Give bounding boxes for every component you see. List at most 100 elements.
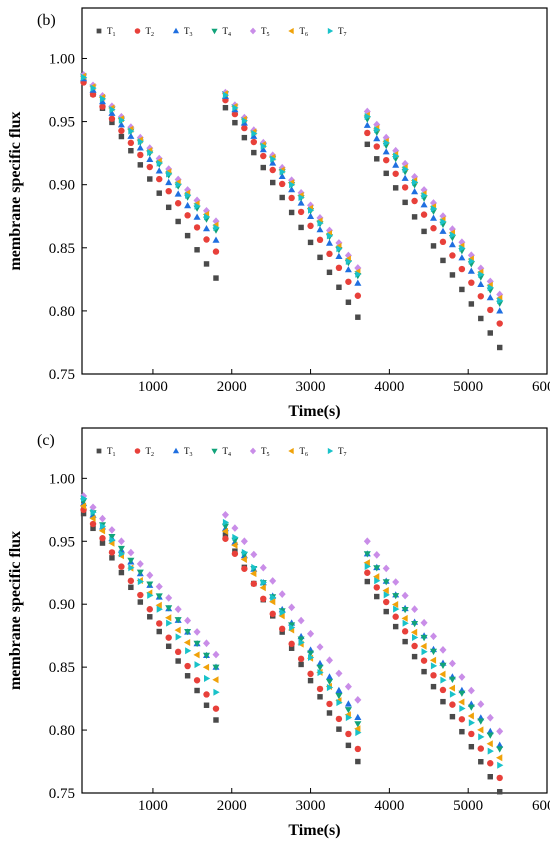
- data-point: [316, 685, 324, 693]
- data-point: [430, 225, 437, 232]
- data-point: [174, 626, 181, 634]
- data-point: [269, 610, 276, 618]
- data-point: [90, 508, 97, 516]
- data-point: [364, 113, 371, 121]
- data-point: [203, 225, 210, 232]
- data-point: [355, 270, 362, 278]
- data-point: [496, 320, 503, 327]
- x-tick-label: 6000: [532, 798, 550, 814]
- data-point: [203, 691, 210, 698]
- data-point: [440, 676, 447, 684]
- data-point: [382, 579, 390, 586]
- data-point: [393, 152, 400, 160]
- data-point: [307, 239, 314, 246]
- data-point: [118, 127, 125, 134]
- legend-marker: [288, 27, 294, 35]
- data-point: [468, 719, 475, 727]
- data-point: [204, 213, 211, 221]
- series-T7: [81, 73, 504, 305]
- data-point: [118, 569, 125, 576]
- legend-label: T4: [223, 446, 232, 458]
- data-point: [363, 121, 371, 128]
- data-point: [392, 601, 399, 608]
- data-point: [421, 668, 427, 675]
- data-point: [373, 573, 380, 581]
- data-point: [477, 293, 484, 300]
- data-point: [194, 247, 200, 253]
- legend-label: T7: [338, 446, 347, 458]
- data-point: [316, 659, 324, 667]
- data-point: [468, 279, 475, 286]
- data-point: [383, 598, 390, 606]
- data-point: [99, 514, 106, 523]
- data-point: [354, 696, 362, 704]
- data-point: [439, 670, 446, 678]
- data-point: [355, 758, 361, 765]
- data-point: [496, 727, 504, 736]
- data-point: [336, 726, 342, 732]
- data-point: [165, 614, 172, 622]
- data-point: [137, 578, 144, 586]
- data-point: [289, 181, 296, 189]
- data-point: [297, 636, 305, 643]
- data-point: [478, 758, 484, 765]
- data-point: [156, 175, 163, 183]
- data-point: [241, 124, 248, 132]
- data-point: [439, 227, 447, 234]
- data-point: [412, 634, 419, 641]
- data-point: [496, 789, 503, 795]
- data-point: [401, 174, 409, 181]
- data-point: [98, 527, 106, 535]
- data-point: [420, 657, 428, 664]
- data-point: [269, 159, 277, 166]
- data-point: [497, 761, 504, 769]
- data-point: [373, 134, 381, 142]
- data-point: [364, 569, 371, 576]
- y-tick-label: 0.75: [49, 786, 75, 802]
- data-point: [411, 197, 418, 205]
- data-point: [136, 133, 144, 142]
- data-point: [127, 557, 135, 564]
- data-point: [259, 584, 266, 592]
- data-point: [240, 537, 248, 546]
- data-point: [260, 578, 267, 586]
- legend-label: T2: [146, 26, 155, 38]
- data-point: [297, 655, 305, 663]
- data-point: [137, 599, 144, 605]
- data-point: [156, 190, 162, 196]
- data-point: [184, 186, 192, 194]
- data-point: [278, 172, 286, 179]
- data-point: [326, 226, 333, 235]
- data-point: [90, 84, 97, 92]
- data-point: [136, 560, 144, 568]
- data-point: [128, 127, 135, 135]
- data-point: [231, 550, 239, 557]
- data-point: [401, 184, 409, 191]
- data-point: [279, 168, 286, 176]
- data-point: [383, 608, 389, 615]
- data-point: [440, 698, 446, 705]
- data-point: [401, 591, 409, 600]
- data-point: [222, 535, 229, 542]
- data-point: [166, 170, 173, 178]
- data-point: [448, 659, 456, 668]
- data-point: [260, 152, 267, 160]
- data-point: [354, 721, 362, 728]
- data-point: [345, 742, 352, 749]
- legend-label: T3: [184, 26, 193, 38]
- data-point: [467, 686, 475, 695]
- data-point: [326, 656, 333, 665]
- data-point: [326, 239, 333, 246]
- data-point: [232, 119, 238, 126]
- data-point: [298, 639, 305, 646]
- data-point: [184, 616, 192, 625]
- data-point: [307, 670, 314, 678]
- legend-marker: [249, 27, 257, 35]
- data-point: [269, 598, 276, 606]
- data-point: [496, 307, 504, 314]
- data-point: [402, 638, 408, 645]
- data-point: [440, 257, 446, 264]
- data-point: [430, 632, 437, 641]
- data-point: [147, 149, 154, 156]
- data-point: [411, 173, 419, 181]
